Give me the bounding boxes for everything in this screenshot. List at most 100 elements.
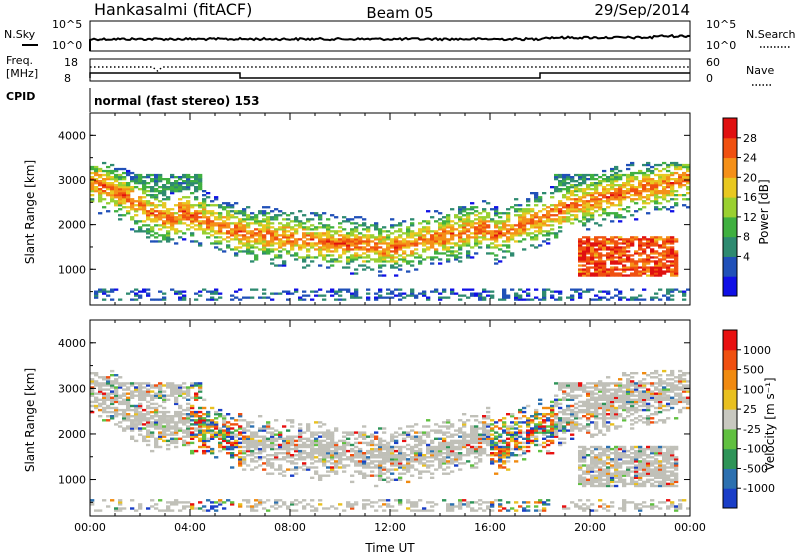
velocity-cell — [294, 499, 299, 502]
velocity-cell — [374, 449, 379, 453]
power-cell — [182, 196, 187, 199]
power-cell — [462, 226, 467, 229]
velocity-cell — [102, 402, 107, 406]
power-cell — [514, 208, 519, 211]
power-cell — [186, 188, 191, 191]
power-cell — [614, 294, 619, 297]
power-cell — [550, 218, 555, 221]
velocity-cell — [306, 427, 311, 430]
velocity-cell — [330, 470, 335, 473]
power-cell — [394, 242, 399, 245]
power-cell — [514, 210, 519, 213]
velocity-cell — [450, 425, 455, 428]
velocity-cell — [354, 454, 359, 457]
power-cell — [670, 274, 675, 277]
power-cell — [558, 173, 563, 177]
power-cell — [302, 260, 307, 263]
power-cell — [166, 208, 171, 211]
power-cell — [118, 186, 123, 189]
power-cell — [266, 252, 271, 255]
power-cell — [674, 268, 679, 271]
velocity-cell — [130, 423, 135, 426]
power-cell — [602, 210, 607, 213]
velocity-cell — [426, 435, 431, 438]
power-cell — [286, 252, 291, 255]
power-cell — [442, 232, 447, 235]
power-cell — [326, 248, 331, 251]
power-cell — [494, 258, 499, 261]
power-cell — [630, 200, 635, 203]
power-cell — [586, 268, 591, 271]
power-cell — [638, 266, 643, 269]
velocity-cell — [102, 388, 107, 391]
power-cell — [258, 210, 263, 213]
velocity-cell — [118, 413, 123, 416]
power-cell — [422, 250, 427, 253]
power-cell — [506, 294, 511, 297]
velocity-cell — [386, 476, 391, 479]
power-cell — [438, 234, 443, 237]
power-cell — [306, 254, 311, 257]
power-cell — [386, 242, 391, 245]
power-cell — [522, 214, 527, 217]
velocity-cell — [106, 384, 111, 387]
power-cell — [618, 200, 623, 203]
velocity-cell — [358, 441, 363, 445]
nsky-tick-top: 10^5 — [52, 18, 82, 31]
power-cell — [150, 234, 155, 237]
velocity-cell — [386, 456, 391, 459]
velocity-cell — [354, 445, 359, 449]
velocity-cell — [214, 431, 219, 434]
power-cell — [614, 288, 619, 291]
power-cell — [638, 192, 643, 195]
velocity-cell — [470, 415, 475, 418]
power-cell — [334, 258, 339, 261]
velocity-cell — [278, 458, 283, 461]
velocity-cell — [282, 447, 287, 451]
power-cell — [398, 268, 403, 271]
velocity-cell — [250, 435, 255, 438]
power-cell — [166, 214, 171, 217]
power-cell — [642, 244, 647, 247]
power-cell — [658, 298, 663, 301]
power-cell — [318, 246, 323, 249]
power-cell — [578, 242, 583, 245]
power-cell — [250, 250, 255, 253]
power-cell — [430, 290, 435, 293]
power-cell — [370, 234, 375, 237]
power-cell — [626, 190, 631, 193]
velocity-cell — [414, 501, 419, 504]
power-cell — [362, 264, 367, 267]
power-x-ticks — [89, 113, 691, 305]
power-cell — [630, 272, 635, 275]
power-cell — [666, 194, 671, 197]
power-cell — [178, 204, 183, 207]
velocity-cell — [150, 415, 155, 418]
velocity-cell — [134, 386, 139, 389]
power-cell — [246, 224, 251, 227]
velocity-cell — [178, 427, 183, 430]
power-cell — [442, 240, 447, 243]
velocity-cell — [470, 445, 475, 449]
velocity-cell — [458, 452, 463, 455]
power-cell — [230, 216, 235, 219]
power-cell — [326, 230, 331, 233]
power-cell — [294, 228, 299, 231]
velocity-cell — [298, 443, 303, 447]
velocity-cell — [354, 501, 359, 504]
velocity-cell — [434, 445, 439, 449]
velocity-cell — [210, 433, 215, 436]
power-cell — [138, 178, 143, 181]
power-cell — [650, 180, 655, 183]
power-cell — [318, 238, 323, 241]
velocity-cell — [302, 431, 307, 434]
power-cell — [606, 212, 611, 215]
velocity-cell — [418, 443, 423, 447]
velocity-cell — [490, 458, 495, 461]
power-cell — [666, 178, 671, 181]
velocity-cell — [106, 394, 111, 397]
velocity-cell — [162, 419, 167, 422]
velocity-cell — [258, 415, 263, 418]
velocity-cell — [278, 505, 283, 508]
power-cell — [462, 240, 467, 243]
